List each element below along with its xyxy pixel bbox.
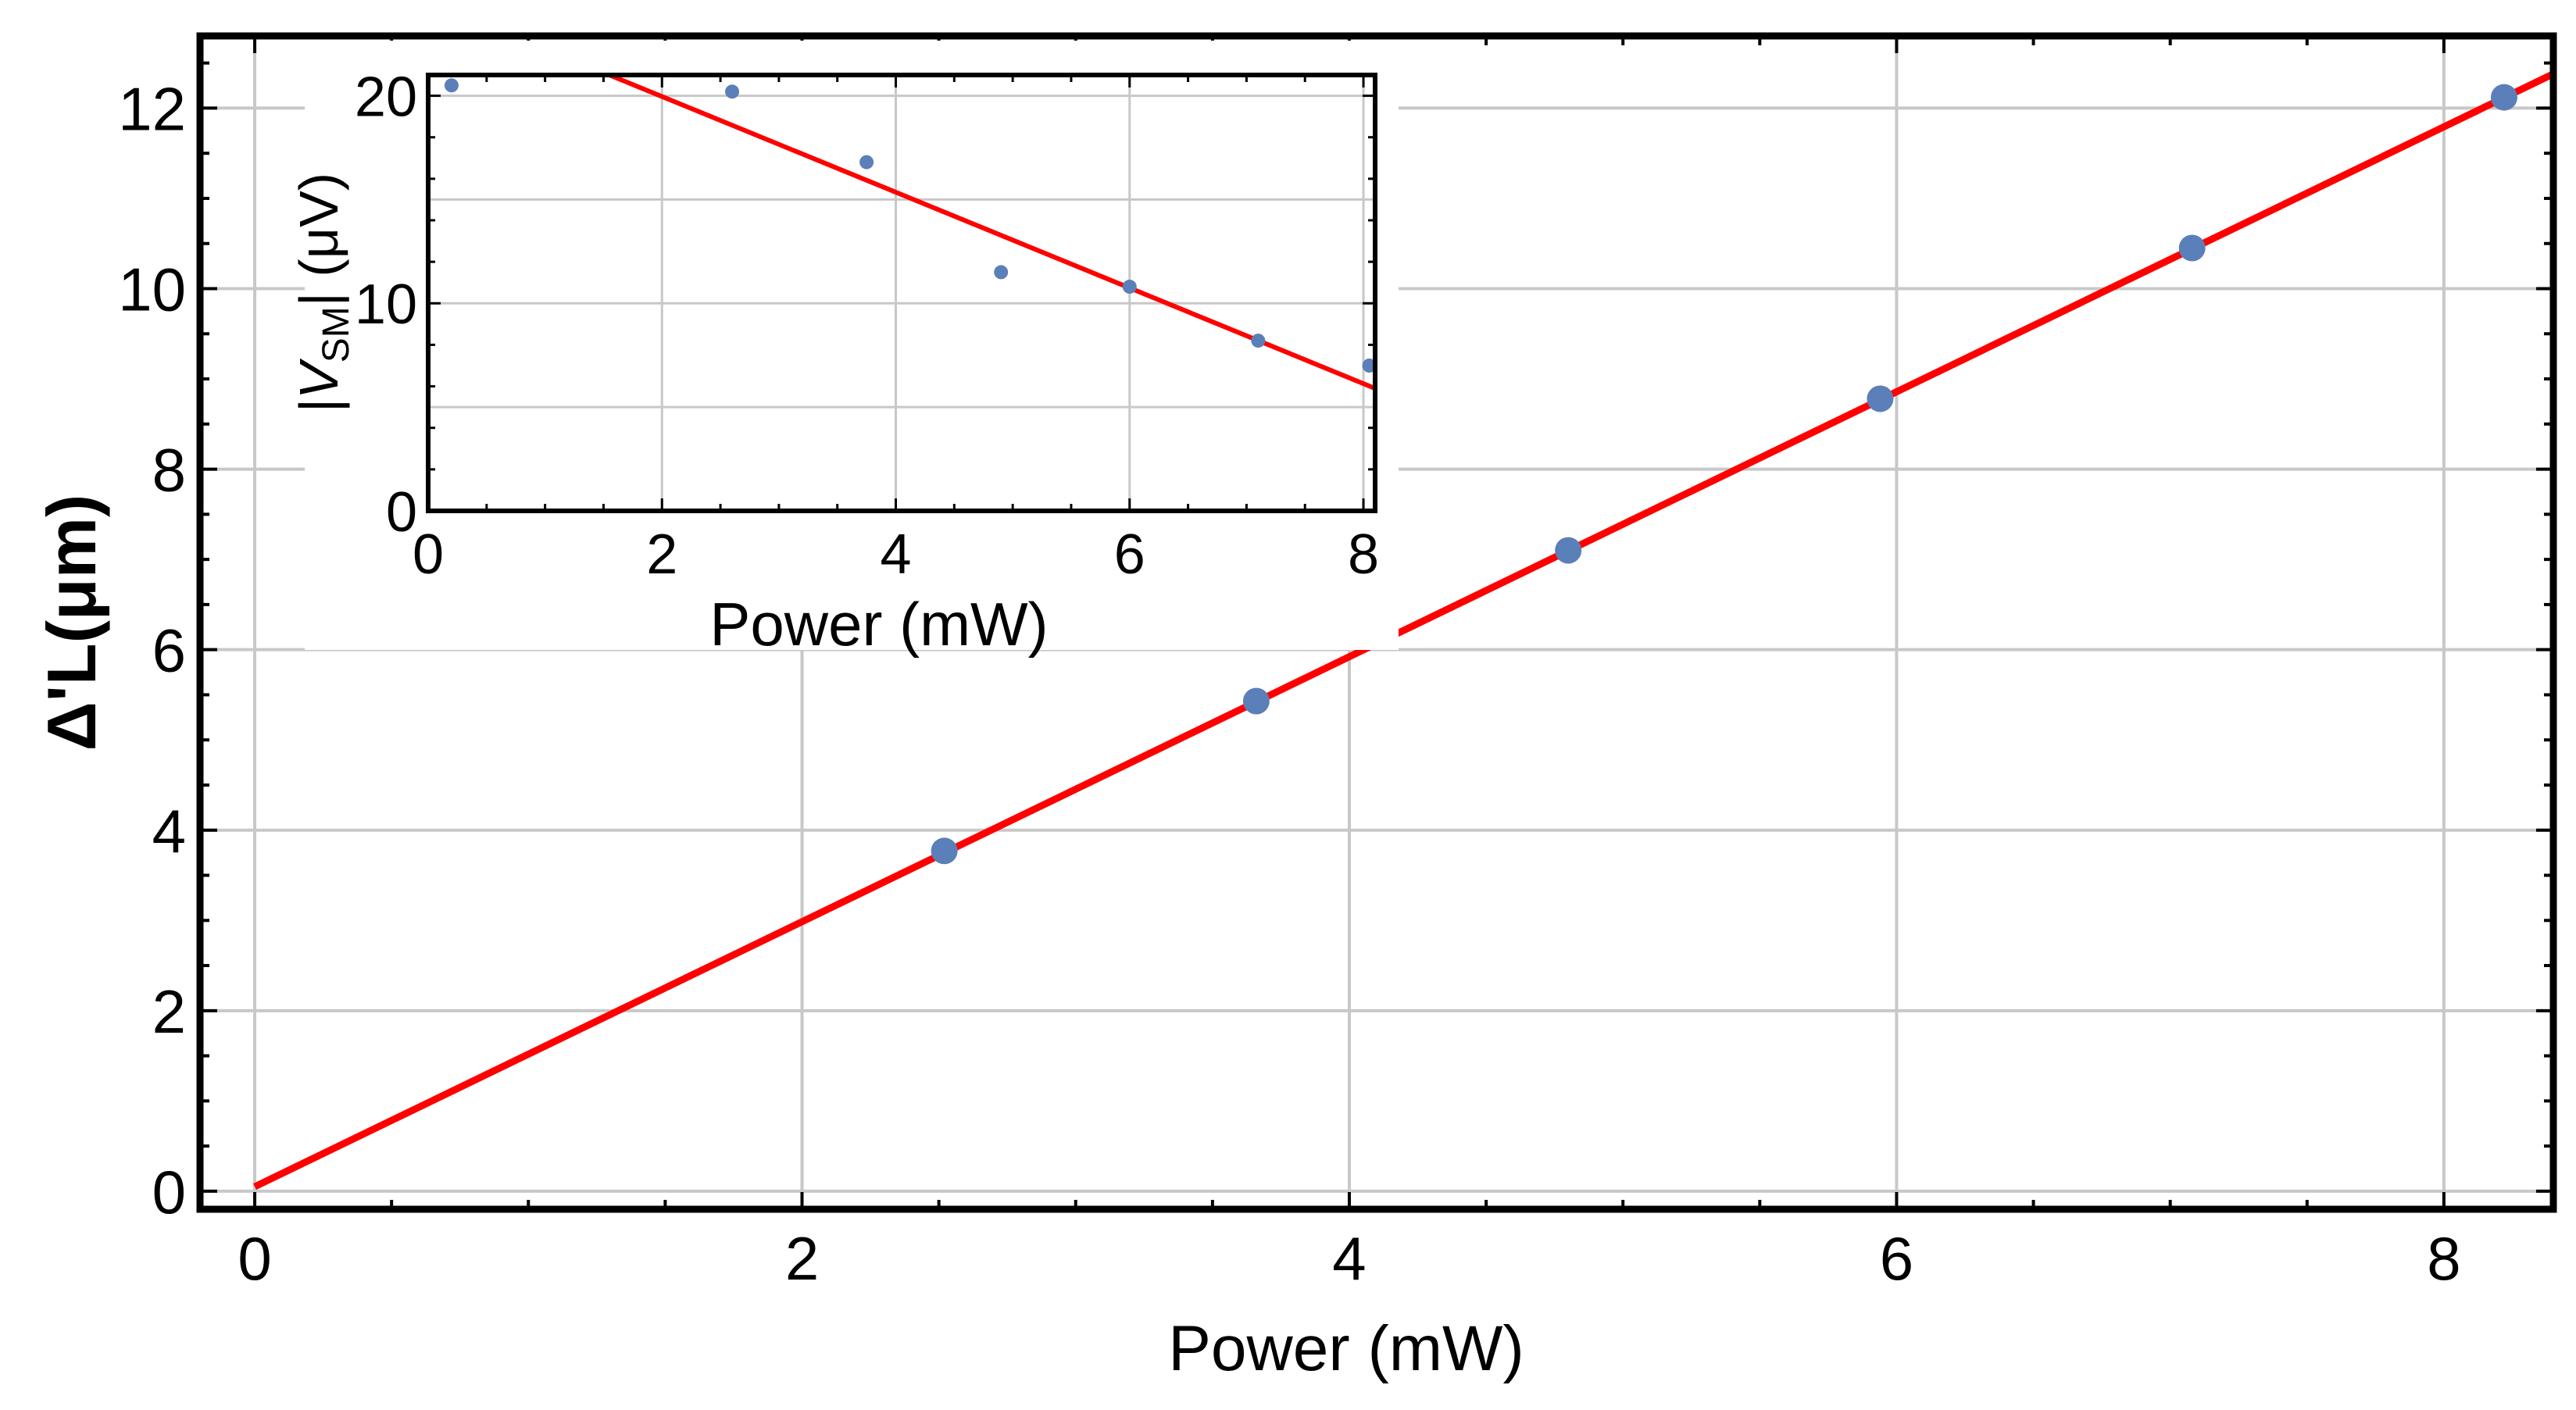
inset-y-axis-label: |VSM| (μV) xyxy=(288,173,357,413)
x-tick-label: 4 xyxy=(1332,1224,1366,1293)
main-plot-frame xyxy=(196,32,2557,1213)
inset-x-axis-label: Power (mW) xyxy=(709,590,1048,659)
x-tick-label: 2 xyxy=(646,523,677,586)
inset-plot-background xyxy=(305,41,1399,650)
x-tick-label: 8 xyxy=(1348,523,1379,586)
fit-line xyxy=(608,73,1377,391)
main-x-tick-labels: 0 2 4 6 8 xyxy=(238,1224,2460,1293)
x-tick-label: 6 xyxy=(1880,1224,1913,1293)
main-y-axis-label: Δ'L(μm) xyxy=(33,494,110,751)
x-tick-label: 0 xyxy=(238,1224,271,1293)
data-point xyxy=(1867,385,1894,412)
inset-y-label-subscript: SM xyxy=(316,306,357,362)
data-point xyxy=(1242,687,1270,715)
inset-plot: 0 2 4 6 8 0 10 20 Power (mW) |VSM| (μV) xyxy=(288,41,1399,659)
main-series xyxy=(253,70,2555,1190)
inset-y-label-suffix: | (μV) xyxy=(288,173,349,306)
inset-plot-frame xyxy=(426,73,1377,513)
data-point xyxy=(444,78,459,93)
inset-series xyxy=(444,73,1377,391)
y-tick-label: 10 xyxy=(118,255,186,324)
y-tick-label: 4 xyxy=(152,797,186,866)
fit-line xyxy=(253,70,2555,1190)
y-tick-label: 8 xyxy=(152,436,186,505)
inset-y-tick-labels: 0 10 20 xyxy=(355,66,417,543)
y-tick-label: 2 xyxy=(152,977,186,1046)
x-tick-label: 2 xyxy=(785,1224,819,1293)
x-tick-label: 6 xyxy=(1114,523,1145,586)
data-point xyxy=(931,837,958,865)
data-point xyxy=(994,265,1009,280)
x-tick-label: 0 xyxy=(413,523,444,586)
y-tick-label: 0 xyxy=(386,481,417,544)
data-point xyxy=(2490,84,2517,111)
main-y-tick-labels: 0 2 4 6 8 10 12 xyxy=(118,75,186,1226)
main-x-axis-label: Power (mW) xyxy=(1168,1313,1524,1384)
y-tick-label: 20 xyxy=(355,66,417,128)
data-point xyxy=(1122,280,1137,294)
y-tick-label: 12 xyxy=(118,75,186,144)
x-tick-label: 8 xyxy=(2427,1224,2460,1293)
data-point xyxy=(1555,537,1582,564)
data-point xyxy=(2178,234,2206,262)
x-tick-label: 4 xyxy=(880,523,911,586)
y-tick-label: 10 xyxy=(355,273,417,336)
data-point xyxy=(1251,334,1266,348)
y-tick-label: 6 xyxy=(152,616,186,685)
data-point xyxy=(859,155,874,170)
y-tick-label: 0 xyxy=(152,1158,186,1226)
data-point xyxy=(725,84,740,99)
inset-y-label-prefix: |V xyxy=(288,358,350,413)
inset-x-tick-labels: 0 2 4 6 8 xyxy=(413,523,1379,586)
